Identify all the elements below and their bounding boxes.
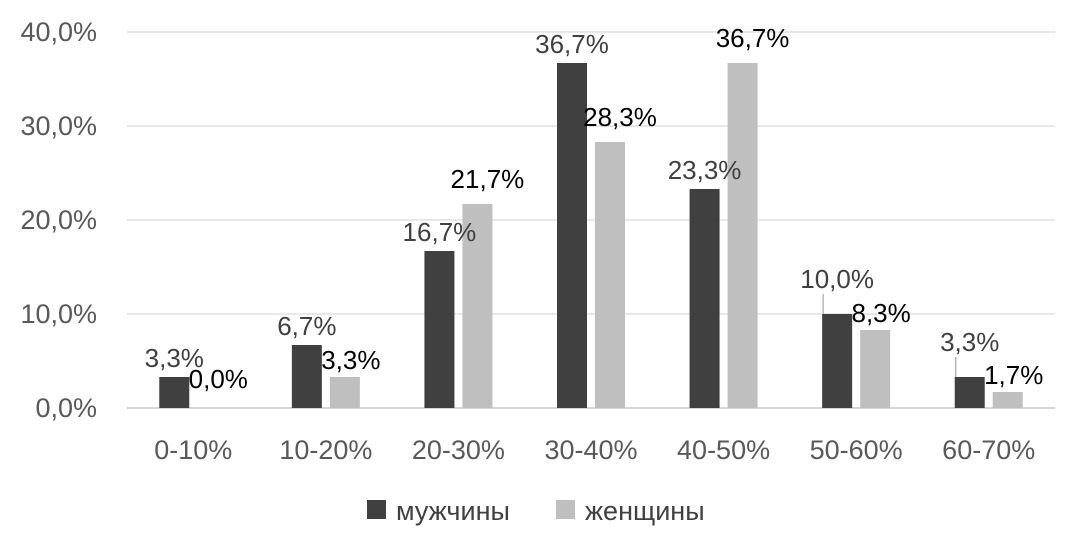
- data-label-men: 23,3%: [668, 155, 742, 185]
- data-label-men: 3,3%: [145, 343, 204, 373]
- bar-women: [329, 376, 360, 408]
- legend-swatch-women: [556, 500, 575, 519]
- x-tick-label: 30-40%: [544, 435, 637, 465]
- x-axis: 0-10% 10-20% 20-30% 30-40% 40-50% 50-60% 60-70…: [154, 435, 1035, 465]
- bar-men: [954, 376, 985, 408]
- x-tick-label: 20-30%: [412, 435, 505, 465]
- bar-men: [159, 376, 190, 408]
- y-tick-label: 30,0%: [20, 111, 97, 141]
- x-tick-label: 0-10%: [154, 435, 232, 465]
- y-axis: 0,0% 10,0% 20,0% 30,0% 40,0%: [20, 17, 97, 423]
- data-label-women: 1,7%: [984, 360, 1043, 390]
- data-label-men: 10,0%: [800, 264, 874, 294]
- data-label-women: 8,3%: [852, 298, 911, 328]
- data-label-men: 3,3%: [940, 327, 999, 357]
- y-tick-label: 0,0%: [35, 393, 97, 423]
- data-label-women: 28,3%: [583, 102, 657, 132]
- gridlines: [127, 31, 1055, 409]
- bar-men: [557, 63, 587, 409]
- x-tick-label: 40-50%: [677, 435, 770, 465]
- bar-women: [462, 204, 493, 408]
- bar-men: [822, 314, 853, 408]
- bar-women: [727, 63, 758, 409]
- legend: мужчины женщины: [367, 496, 705, 526]
- data-label-men: 6,7%: [277, 311, 336, 341]
- bar-women: [860, 329, 891, 408]
- data-label-women: 21,7%: [451, 164, 525, 194]
- data-labels: 3,3%0,0%6,7%3,3%16,7%21,7%36,7%28,3%23,3…: [145, 23, 1044, 394]
- y-tick-label: 40,0%: [20, 17, 97, 47]
- legend-label-women: женщины: [585, 496, 705, 526]
- legend-label-men: мужчины: [396, 496, 510, 526]
- bar-women: [992, 392, 1023, 408]
- bar-men: [291, 345, 322, 408]
- legend-swatch-men: [367, 500, 386, 519]
- data-label-men: 36,7%: [535, 29, 609, 59]
- y-tick-label: 20,0%: [20, 205, 97, 235]
- bar-men: [689, 188, 720, 408]
- bars: [159, 63, 1023, 409]
- x-tick-label: 60-70%: [942, 435, 1035, 465]
- data-label-men: 16,7%: [403, 217, 477, 247]
- bar-women: [595, 141, 625, 409]
- bar-men: [424, 251, 455, 408]
- data-label-women: 0,0%: [189, 364, 248, 394]
- data-label-women: 3,3%: [321, 345, 380, 375]
- x-tick-label: 50-60%: [810, 435, 903, 465]
- x-tick-label: 10-20%: [279, 435, 372, 465]
- y-tick-label: 10,0%: [20, 299, 97, 329]
- data-label-women: 36,7%: [716, 23, 790, 53]
